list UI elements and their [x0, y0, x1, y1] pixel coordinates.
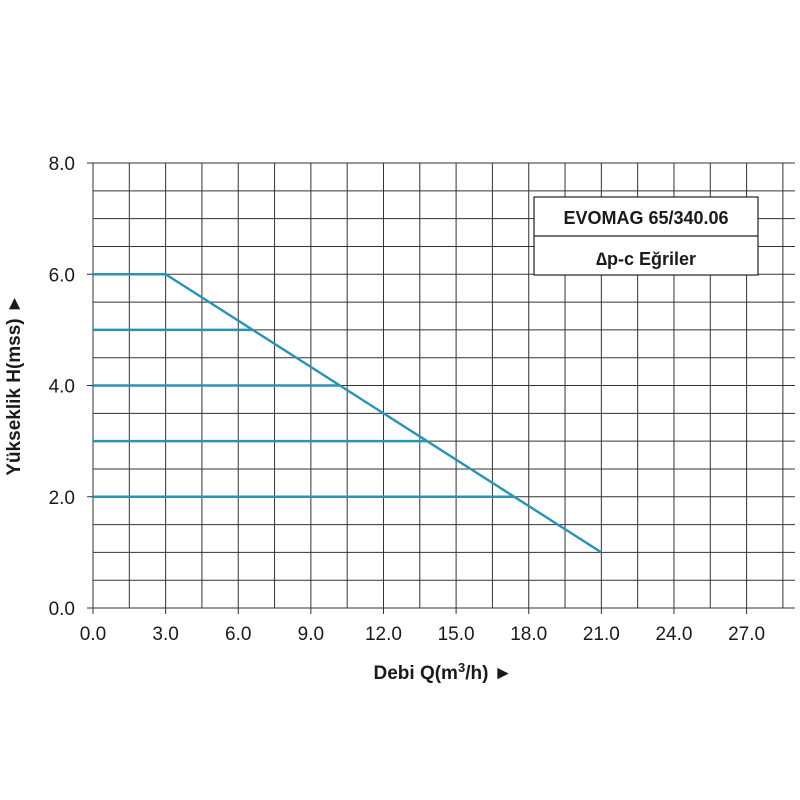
y-axis-title: Yükseklik H(mss) ►: [4, 294, 25, 475]
x-axis-title-sup: 3: [458, 660, 465, 675]
x-tick-label: 24.0: [655, 624, 692, 645]
y-tick-label: 4.0: [49, 377, 75, 398]
y-tick-label: 6.0: [49, 265, 75, 286]
y-tick-label: 0.0: [49, 599, 75, 620]
x-tick-label: 3.0: [152, 624, 178, 645]
legend-subtitle: ∆p-c Eğriler: [596, 249, 696, 269]
x-axis-title-main: Debi Q(m: [374, 663, 458, 684]
x-tick-label: 9.0: [298, 624, 324, 645]
x-tick-label: 21.0: [583, 624, 620, 645]
series-line-1: [93, 273, 602, 554]
x-tick-label: 0.0: [80, 624, 106, 645]
y-tick-label: 2.0: [49, 488, 75, 509]
legend-title: EVOMAG 65/340.06: [563, 208, 728, 228]
x-tick-label: 6.0: [225, 624, 251, 645]
y-tick-label: 8.0: [49, 154, 75, 175]
tick-labels: 0.0 3.0 6.0 9.0 12.0 15.0 18.0 21.0 24.0 27.0 0.0 2…: [49, 154, 766, 645]
x-tick-label: 18.0: [510, 624, 547, 645]
x-axis-title: Debi Q(m3/h) ►: [374, 660, 513, 684]
series-group: [93, 273, 602, 554]
x-tick-label: 12.0: [365, 624, 402, 645]
legend-box: EVOMAG 65/340.06 ∆p-c Eğriler: [533, 196, 759, 276]
x-tick-label: 15.0: [438, 624, 475, 645]
x-tick-label: 27.0: [728, 624, 765, 645]
x-axis-title-end: /h) ►: [465, 663, 512, 684]
